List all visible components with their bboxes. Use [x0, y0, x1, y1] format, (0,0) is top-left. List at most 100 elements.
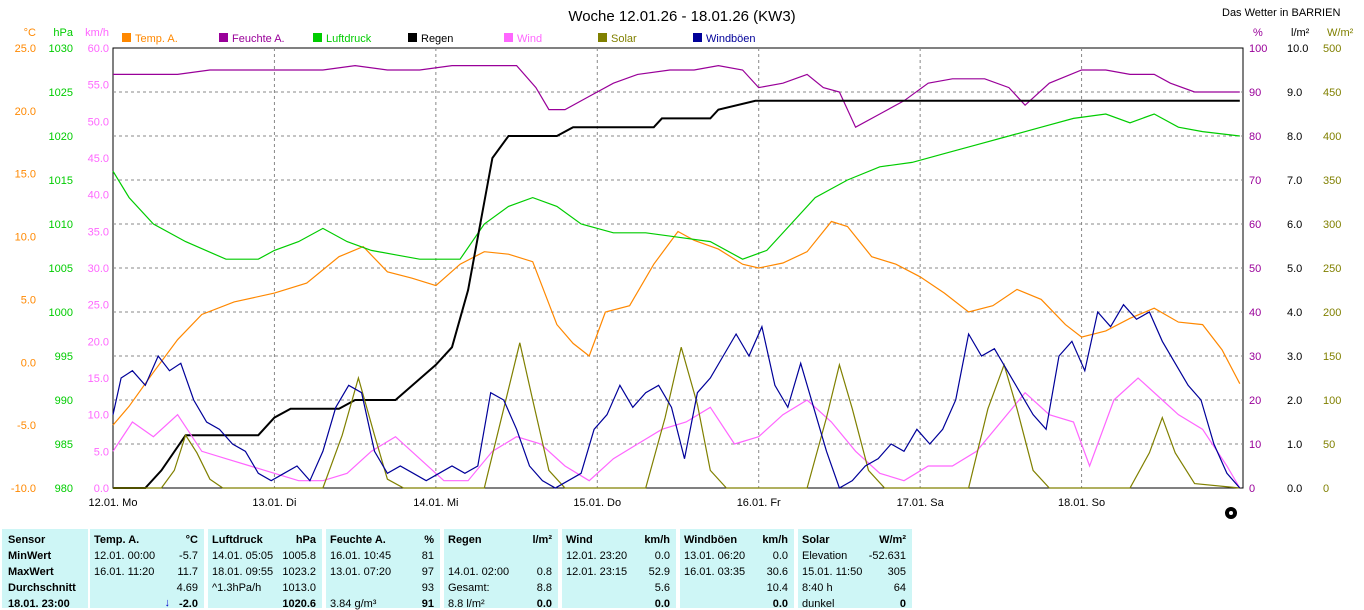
y-tick-solar: 500 [1323, 43, 1341, 55]
solar-elevation-value: -52.631 [868, 550, 906, 562]
y-tick-solar: 250 [1323, 263, 1341, 275]
pressure-min-time: 14.01. 05:05 [212, 550, 274, 562]
y-tick-solar: 200 [1323, 307, 1341, 319]
temp-max-value: 11.7 [177, 566, 198, 578]
y-tick-rain: 0.0 [1287, 483, 1302, 495]
temp-header: Temp. A. [94, 534, 140, 546]
y-tick-hum: 60 [1249, 219, 1261, 231]
y-tick-wind: 60.0 [88, 43, 109, 55]
rain-max-value: 0.8 [536, 566, 552, 578]
humidity-unit: % [424, 534, 434, 546]
x-tick-label: 14.01. Mi [413, 497, 458, 509]
axis-unit-solar: W/m² [1327, 27, 1354, 39]
wind-avg-value: 5.6 [654, 582, 670, 594]
gust-min-value: 0.0 [772, 550, 788, 562]
y-tick-wind: 0.0 [94, 483, 109, 495]
y-tick-wind: 45.0 [88, 153, 109, 165]
y-tick-press: 1020 [49, 131, 73, 143]
wind-current-value: 0.0 [654, 598, 670, 610]
y-tick-press: 1015 [49, 175, 73, 187]
y-tick-press: 1025 [49, 87, 73, 99]
series-line-wind [112, 377, 1241, 489]
legend-label: Temp. A. [135, 33, 178, 45]
y-tick-hum: 100 [1249, 43, 1267, 55]
legend-label: Solar [611, 33, 637, 45]
y-tick-temp: 25.0 [15, 43, 36, 55]
pressure-trend: ^1.3hPa/h [212, 582, 262, 594]
y-tick-hum: 30 [1249, 351, 1261, 363]
y-tick-solar: 350 [1323, 175, 1341, 187]
legend-swatch [122, 33, 131, 42]
solar-state: dunkel [802, 598, 835, 610]
temp-unit: °C [185, 534, 198, 546]
legend-swatch [693, 33, 702, 42]
y-tick-temp: 5.0 [21, 294, 36, 306]
solar-max-value: 305 [887, 566, 906, 578]
gust-header: Windböen [684, 534, 738, 546]
y-tick-hum: 50 [1249, 263, 1261, 275]
x-tick-label: 13.01. Di [252, 497, 296, 509]
solar-avg-value: 64 [893, 582, 906, 594]
temp-avg-value: 4.69 [176, 582, 198, 594]
series-line-solar [113, 342, 1240, 489]
solar-max-time: 15.01. 11:50 [802, 566, 863, 578]
wind-max-value: 52.9 [648, 566, 670, 578]
series-line-tempa [112, 220, 1241, 426]
y-tick-press: 995 [55, 351, 73, 363]
pressure-unit: hPa [295, 534, 316, 546]
y-tick-rain: 3.0 [1287, 351, 1302, 363]
panel-gust: Windböen km/h 13.01. 06:20 0.0 16.01. 03… [680, 529, 794, 610]
y-tick-rain: 10.0 [1287, 43, 1308, 55]
y-tick-temp: 20.0 [15, 106, 36, 118]
weather-chart: Woche 12.01.26 - 18.01.26 (KW3) Das Wette… [11, 7, 1354, 509]
y-tick-hum: 20 [1249, 395, 1261, 407]
legend-swatch [408, 33, 417, 42]
pressure-header: Luftdruck [212, 534, 263, 546]
series-line-windben [112, 303, 1241, 489]
humidity-current-value: 91 [421, 598, 434, 610]
humidity-absolute: 3.84 g/m³ [330, 598, 377, 610]
pressure-current-value: 1020.6 [282, 598, 316, 610]
legend-label: Luftdruck [326, 33, 372, 45]
y-tick-press: 985 [55, 439, 73, 451]
row-label-max: MaxWert [8, 566, 54, 578]
y-tick-rain: 8.0 [1287, 131, 1302, 143]
x-tick-label: 15.01. Do [573, 497, 621, 509]
row-label-min: MinWert [8, 550, 52, 562]
series-line-feuchtea [113, 64, 1240, 129]
y-tick-rain: 5.0 [1287, 263, 1302, 275]
legend-label: Regen [421, 33, 453, 45]
row-label-now: 18.01. 23:00 [8, 598, 70, 610]
y-tick-solar: 100 [1323, 395, 1341, 407]
legend-swatch [313, 33, 322, 42]
rain-current-value: 0.0 [536, 598, 552, 610]
y-tick-rain: 4.0 [1287, 307, 1302, 319]
humidity-max-value: 97 [421, 566, 434, 578]
humidity-min-value: 81 [421, 550, 434, 562]
wind-unit: km/h [644, 534, 670, 546]
y-tick-solar: 400 [1323, 131, 1341, 143]
stats-table: Sensor MinWert MaxWert Durchschnitt 18.0… [0, 526, 1364, 610]
y-tick-wind: 25.0 [88, 300, 109, 312]
pressure-avg-value: 1013.0 [282, 582, 316, 594]
humidity-header: Feuchte A. [330, 534, 386, 546]
gust-max-time: 16.01. 03:35 [684, 566, 746, 578]
rain-header: Regen [448, 534, 482, 546]
humidity-min-time: 16.01. 10:45 [330, 550, 392, 562]
y-tick-temp: 0.0 [21, 357, 36, 369]
temp-max-time: 16.01. 11:20 [94, 566, 155, 578]
y-tick-press: 1000 [49, 307, 73, 319]
humidity-max-time: 13.01. 07:20 [330, 566, 392, 578]
gust-current-value: 0.0 [772, 598, 788, 610]
rain-total-label: Gesamt: [448, 582, 490, 594]
y-tick-rain: 1.0 [1287, 439, 1302, 451]
x-tick-label: 17.01. Sa [897, 497, 945, 509]
y-tick-press: 980 [55, 483, 73, 495]
y-tick-temp: -5.0 [17, 420, 36, 432]
axis-unit-rain: l/m² [1291, 27, 1310, 39]
y-tick-solar: 0 [1323, 483, 1329, 495]
solar-unit: W/m² [879, 534, 906, 546]
y-tick-solar: 450 [1323, 87, 1341, 99]
y-tick-rain: 2.0 [1287, 395, 1302, 407]
solar-current-value: 0 [899, 598, 906, 610]
